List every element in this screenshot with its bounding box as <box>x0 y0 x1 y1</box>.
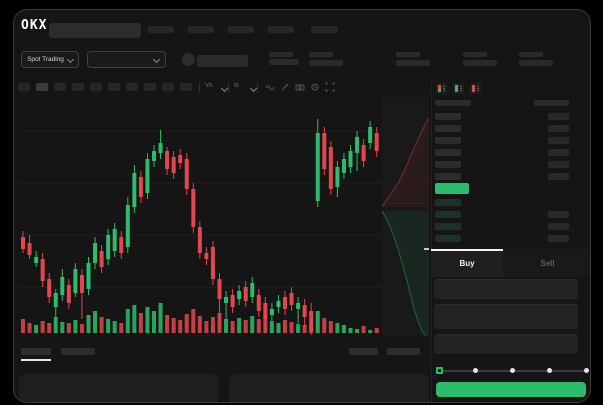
market-type-dropdown[interactable]: Spot Trading <box>21 51 79 68</box>
stat-value-placeholder <box>396 60 430 66</box>
tab-buy[interactable]: Buy <box>431 249 503 277</box>
orderbook-bids-only-view-icon[interactable] <box>453 83 464 94</box>
indicator-lb-button[interactable]: lb <box>234 83 239 89</box>
bid-price-placeholder[interactable] <box>435 235 461 242</box>
candlestick-chart[interactable] <box>19 96 431 336</box>
bottom-filter-2[interactable] <box>387 348 420 355</box>
slider-stop-75[interactable] <box>546 368 552 373</box>
coin-avatar <box>182 53 195 66</box>
indicator-va-button[interactable]: VA <box>205 83 213 89</box>
timeframe-button[interactable] <box>72 83 84 91</box>
timeframe-button[interactable] <box>54 83 66 91</box>
app-window: OKX Spot Trading VA lb <box>13 9 591 403</box>
slider-stop-50[interactable] <box>510 368 515 373</box>
bid-price-placeholder[interactable] <box>435 199 461 206</box>
tab-sell[interactable]: Sell <box>540 258 555 268</box>
depth-chart <box>381 117 430 337</box>
slider-stop-100[interactable] <box>583 368 589 373</box>
chevron-down-icon[interactable] <box>220 84 229 93</box>
pair-select-dropdown[interactable] <box>87 51 166 68</box>
bottom-filter-1[interactable] <box>349 348 378 355</box>
ask-amount-placeholder[interactable] <box>548 125 569 132</box>
panel-divider <box>431 81 432 402</box>
chevron-down-icon[interactable] <box>249 84 258 93</box>
nav-item-placeholder[interactable] <box>188 26 214 33</box>
fullscreen-icon[interactable] <box>325 82 335 92</box>
bottom-active-tab-underline <box>21 359 51 361</box>
bid-price-placeholder[interactable] <box>435 223 461 230</box>
market-type-label: Spot Trading <box>27 56 64 63</box>
ask-amount-placeholder[interactable] <box>548 137 569 144</box>
slider-handle[interactable] <box>436 367 443 374</box>
trade-tabs: Buy Sell <box>431 249 590 277</box>
timeframe-button[interactable] <box>90 83 102 91</box>
ask-price-placeholder[interactable] <box>435 173 461 180</box>
ask-amount-placeholder[interactable] <box>548 161 569 168</box>
ask-price-placeholder[interactable] <box>435 113 461 120</box>
depth-panel[interactable] <box>381 97 430 337</box>
nav-item-placeholder[interactable] <box>311 26 338 33</box>
orderbook-combined-view-icon[interactable] <box>436 83 447 94</box>
line-chart-type-icon[interactable] <box>265 82 275 92</box>
okx-logo: OKX <box>21 18 48 33</box>
price-change-placeholder <box>269 52 293 57</box>
draw-tool-icon[interactable] <box>280 82 290 92</box>
chevron-down-icon <box>152 55 161 63</box>
nav-item-placeholder[interactable] <box>148 26 174 33</box>
stat-value-placeholder <box>519 60 553 66</box>
timeframe-button[interactable] <box>108 83 120 91</box>
orderbook-amount-header <box>534 100 569 106</box>
ask-amount-placeholder[interactable] <box>548 113 569 120</box>
bid-amount-placeholder[interactable] <box>548 211 569 218</box>
orderbook-price-header <box>435 100 471 106</box>
nav-item-placeholder[interactable] <box>268 26 294 33</box>
stat-value-placeholder <box>309 60 343 66</box>
bottom-tab-history[interactable] <box>61 348 95 355</box>
ask-amount-placeholder[interactable] <box>548 173 569 180</box>
settings-icon[interactable] <box>310 82 320 92</box>
price-field[interactable] <box>434 279 578 299</box>
ask-price-placeholder[interactable] <box>435 161 461 168</box>
order-history-panel <box>229 374 429 402</box>
ask-price-placeholder[interactable] <box>435 125 461 132</box>
last-price-highlight[interactable] <box>435 183 469 194</box>
stat-value-placeholder <box>463 60 497 66</box>
camera-snapshot-icon[interactable] <box>295 82 305 92</box>
bid-amount-placeholder[interactable] <box>548 235 569 242</box>
stat-label-placeholder <box>396 52 420 57</box>
nav-item-placeholder[interactable] <box>228 26 254 33</box>
ask-price-placeholder[interactable] <box>435 149 461 156</box>
price-placeholder <box>269 59 299 65</box>
bid-price-placeholder[interactable] <box>435 211 461 218</box>
buy-submit-button[interactable] <box>436 382 586 397</box>
timeframe-button[interactable] <box>36 83 48 91</box>
pair-name-placeholder <box>197 55 248 67</box>
stat-label-placeholder <box>309 52 333 57</box>
bid-amount-placeholder[interactable] <box>548 223 569 230</box>
timeframe-button[interactable] <box>180 83 192 91</box>
amount-field[interactable] <box>434 304 578 329</box>
ask-price-placeholder[interactable] <box>435 137 461 144</box>
search-input[interactable] <box>49 23 141 38</box>
orderbook-asks-only-view-icon[interactable] <box>470 83 481 94</box>
slider-stop-25[interactable] <box>473 368 479 373</box>
open-orders-panel <box>19 374 218 402</box>
timeframe-button[interactable] <box>18 83 30 91</box>
stat-label-placeholder <box>463 52 487 57</box>
bottom-tab-orders[interactable] <box>21 348 51 355</box>
stat-label-placeholder <box>519 52 543 57</box>
chevron-down-icon <box>66 55 74 63</box>
timeframe-button[interactable] <box>126 83 138 91</box>
timeframe-button[interactable] <box>162 83 174 91</box>
total-field[interactable] <box>434 334 578 354</box>
active-tab-underline <box>431 249 503 251</box>
timeframe-button[interactable] <box>144 83 156 91</box>
ask-amount-placeholder[interactable] <box>548 149 569 156</box>
